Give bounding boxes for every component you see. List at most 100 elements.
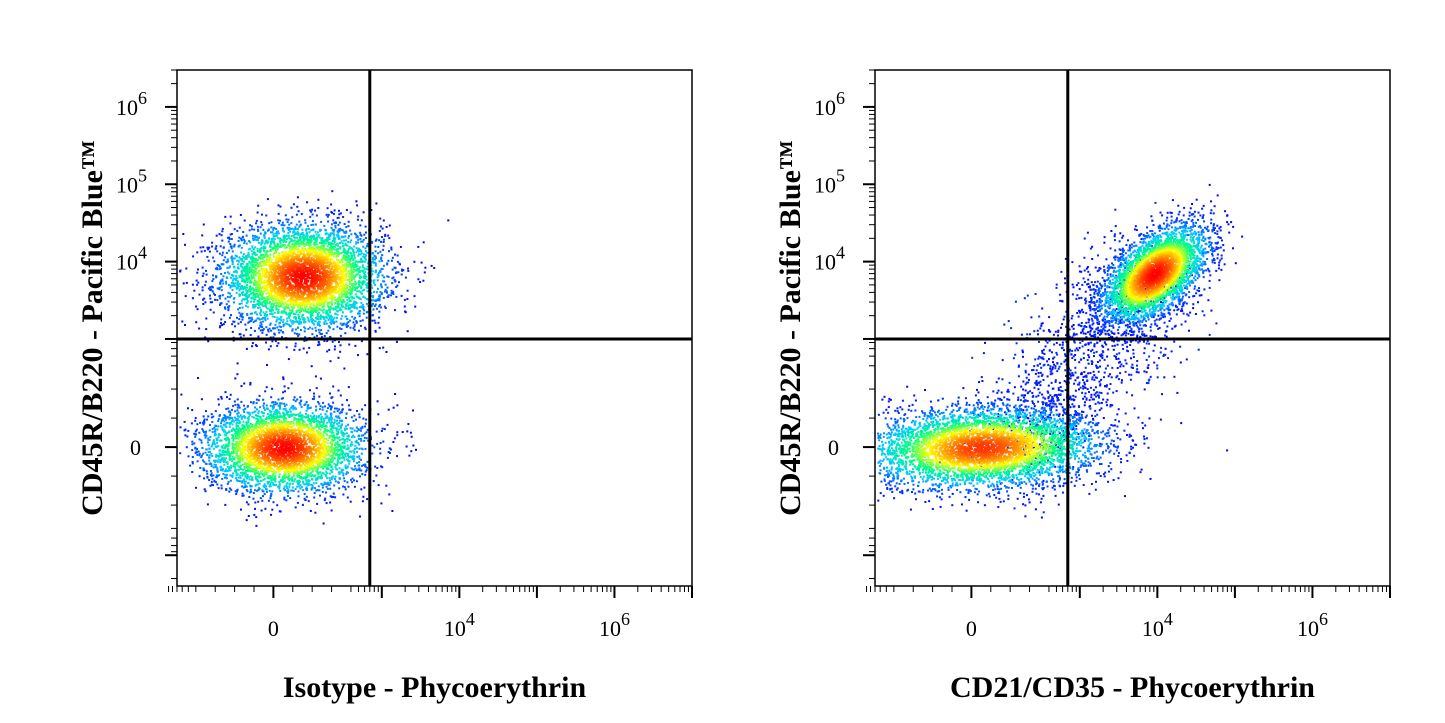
event-dot [296,326,299,329]
event-dot [258,280,261,283]
event-dot [302,237,305,240]
event-dot [277,305,280,308]
event-dot [236,445,238,448]
event-dot [206,475,209,478]
event-dot [400,273,403,276]
event-dot [246,473,249,476]
event-dot [260,261,262,264]
event-dot [345,458,348,461]
event-dot [365,469,368,472]
event-dot [255,222,258,225]
event-dot [267,475,270,478]
event-dot [230,464,232,467]
event-dot [287,244,290,247]
event-dot [247,418,250,421]
event-dot [226,295,229,298]
event-dot [324,319,327,322]
event-dot [227,306,229,309]
event-dot [362,312,365,315]
event-dot [350,296,353,298]
event-dot [396,404,399,407]
event-dot [359,253,362,256]
event-dot [338,419,341,422]
event-dot [364,277,366,280]
event-dot [210,445,213,448]
event-dot [214,298,216,301]
event-dot [251,425,254,428]
event-dot [340,291,343,294]
event-dot [205,328,208,331]
event-dot [336,442,339,445]
event-dot [305,481,308,484]
event-dot [296,243,299,246]
event-dot [334,308,337,311]
event-dot [352,455,355,458]
event-dot [339,334,342,337]
event-dot [230,281,233,284]
event-dot [213,426,216,429]
event-dot [212,466,215,469]
event-dot [255,477,258,480]
event-dot [338,221,341,224]
event-dot [333,321,336,324]
event-dot [345,257,348,260]
event-dot [375,299,378,302]
event-dot [310,467,313,470]
event-dot [344,259,347,262]
event-dot [294,328,297,331]
event-dot [340,431,343,434]
event-dot [354,293,357,296]
event-dot [338,467,341,470]
event-dot [293,228,295,231]
event-dot [228,425,231,428]
event-dot [327,313,330,316]
event-dot [248,469,251,472]
event-dot [365,431,368,434]
event-dot [334,226,337,229]
event-dot [307,311,310,314]
event-dot [326,238,329,241]
event-dot [234,277,237,280]
event-dot [241,270,244,273]
event-dot [342,435,345,438]
event-dot [351,258,354,261]
event-dot [227,437,230,440]
event-dot [254,270,257,273]
event-dot [343,477,345,480]
event-dot [377,413,380,416]
event-dot [279,402,282,405]
event-dot [284,235,287,238]
event-dot [266,307,269,310]
event-dot [317,231,319,234]
event-dot [309,414,312,417]
event-dot [229,222,232,225]
event-dot [310,239,313,242]
event-dot [315,233,318,236]
event-dot [384,283,387,286]
event-dot [249,488,252,491]
event-dot [339,411,342,414]
event-dot [232,435,235,438]
event-dot [397,271,400,274]
event-dot [257,237,260,240]
event-dot [329,233,332,236]
event-dot [275,319,278,321]
event-dot [202,223,205,226]
event-dot [265,420,267,423]
event-dot [359,475,361,478]
event-dot [342,290,345,293]
event-dot [252,294,255,297]
event-dot [358,312,361,315]
event-dot [259,288,262,291]
event-dot [281,310,284,313]
event-dot [265,333,268,336]
event-dot [391,282,394,285]
event-dot [354,344,357,347]
event-dot [249,383,252,386]
event-dot [254,246,257,249]
event-dot [259,312,262,315]
event-dot [272,484,275,487]
event-dot [345,239,347,242]
event-dot [284,302,286,305]
event-dot [244,472,247,475]
